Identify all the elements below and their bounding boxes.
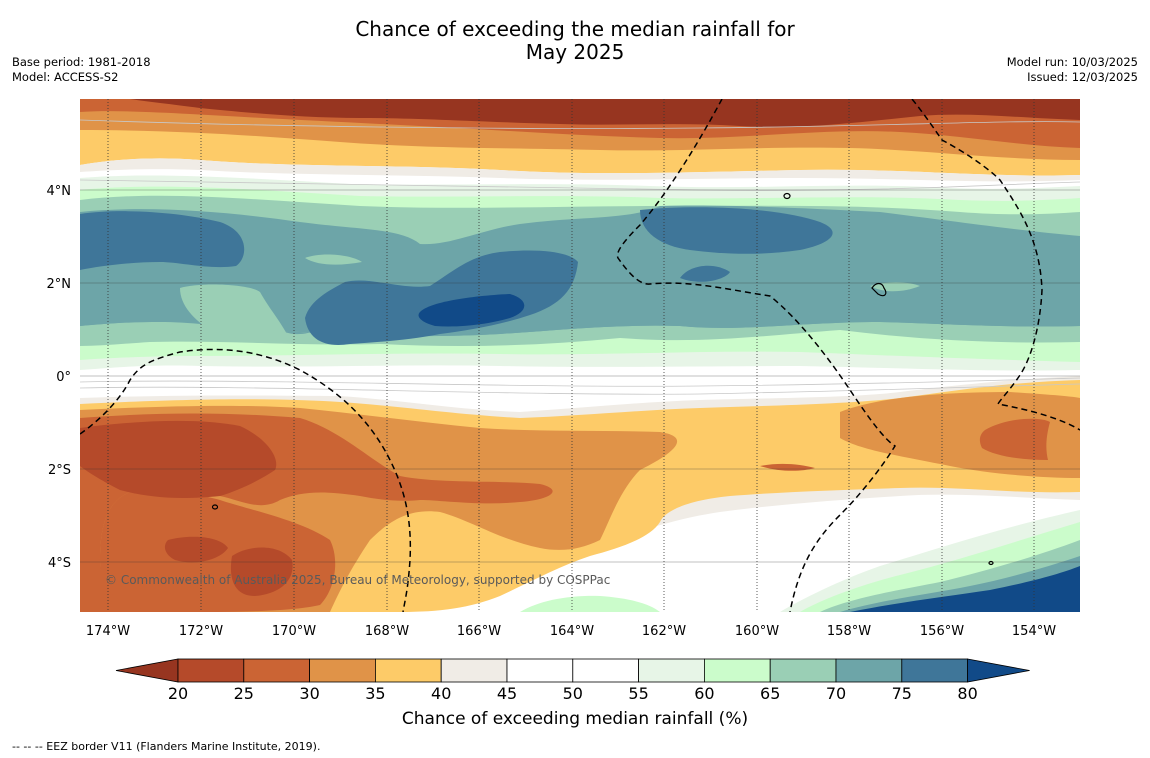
colorbar-tick-label: 30 — [299, 684, 319, 703]
s-60-65-patch — [520, 595, 660, 612]
colorbar-segment — [572, 658, 639, 683]
south-east-25-30 — [979, 418, 1050, 460]
patch-gt80 — [418, 294, 525, 327]
equator-neutral — [80, 370, 1080, 412]
patch-75-80-central — [305, 250, 578, 345]
meta-left: Base period: 1981-2018 Model: ACCESS-S2 — [12, 55, 151, 85]
lon-tick-label: 154°W — [1012, 624, 1056, 639]
colorbar-tick-label: 50 — [563, 684, 583, 703]
colorbar-title: Chance of exceeding median rainfall (%) — [401, 709, 749, 729]
colorbar-segment — [309, 658, 376, 683]
lon-tick-label: 156°W — [920, 624, 964, 639]
colorbar-segment — [638, 658, 705, 683]
lat-tick-label: 0° — [56, 370, 71, 385]
lon-tick-label: 170°W — [272, 624, 316, 639]
patch-75-80-east — [640, 207, 833, 254]
colorbar-tick-label: 40 — [431, 684, 451, 703]
lat-tick-label: 2°N — [47, 277, 72, 292]
colorbar-tick-label: 55 — [628, 684, 648, 703]
colorbar-tick-label: 70 — [826, 684, 846, 703]
colorbar-tick-label: 25 — [234, 684, 254, 703]
colorbar-segment — [177, 658, 245, 683]
colorbar-extend-low — [115, 658, 179, 683]
inclusion-65-70-a — [180, 284, 290, 341]
title-line-1: Chance of exceeding the median rainfall … — [355, 17, 795, 41]
issued-text: Issued: 12/03/2025 — [1027, 70, 1138, 84]
model-text: Model: ACCESS-S2 — [12, 70, 119, 84]
colorbar-segment — [901, 658, 968, 683]
north-transition — [80, 158, 1080, 182]
colorbar-tick-label: 20 — [168, 684, 188, 703]
colorbar-tick-label: 75 — [892, 684, 912, 703]
lon-tick-label: 160°W — [735, 624, 779, 639]
colorbar-tick-label: 35 — [365, 684, 385, 703]
colorbar-segment — [704, 658, 771, 683]
lat-tick-label: 2°S — [48, 463, 71, 478]
colorbar-extend-high — [967, 658, 1030, 683]
lon-tick-label: 166°W — [457, 624, 501, 639]
north-band-lt20 — [130, 99, 1080, 128]
longitude-axis: 174°W 172°W 170°W 168°W 166°W 164°W 162°… — [86, 624, 1056, 639]
se-gt80 — [850, 566, 1080, 612]
south-band-20-25-b — [230, 547, 293, 596]
lon-tick-label: 168°W — [365, 624, 409, 639]
colorbar-tick-label: 60 — [694, 684, 714, 703]
colorbar-segment — [506, 658, 574, 683]
chart-title: Chance of exceeding the median rainfall … — [0, 18, 1150, 64]
colorbar-segment — [769, 658, 837, 683]
south-band-20-25-west — [80, 420, 277, 498]
colorbar-segment — [374, 658, 442, 683]
copyright-text: © Commonwealth of Australia 2025, Bureau… — [105, 573, 611, 587]
eez-borders — [80, 99, 1080, 612]
lon-tick-label: 158°W — [827, 624, 871, 639]
colorbar: 20 25 30 35 40 45 50 55 60 65 70 75 80 — [115, 658, 1030, 703]
lat-tick-label: 4°S — [48, 556, 71, 571]
colorbar-tick-label: 45 — [497, 684, 517, 703]
colorbar-segment — [835, 658, 903, 683]
lon-tick-label: 162°W — [642, 624, 686, 639]
island-outlines — [211, 192, 994, 566]
inclusion-65-70-b — [305, 254, 362, 265]
patch-75-80-west — [80, 211, 245, 270]
latitude-axis: 4°N 2°N 0° 2°S 4°S — [47, 184, 72, 571]
title-line-2: May 2025 — [525, 40, 625, 64]
colorbar-segment — [243, 658, 311, 683]
meta-right: Model run: 10/03/2025 Issued: 12/03/2025 — [1007, 55, 1138, 85]
colorbar-segment — [440, 658, 508, 683]
lat-tick-label: 4°N — [47, 184, 72, 199]
lon-tick-label: 164°W — [550, 624, 594, 639]
colorbar-tick-label: 65 — [760, 684, 780, 703]
colorbar-tick-label: 80 — [957, 684, 977, 703]
lon-tick-label: 174°W — [86, 624, 130, 639]
lat-gridlines — [80, 189, 1080, 563]
patch-75-80-small — [680, 265, 730, 282]
south-band-20-25-a — [164, 536, 228, 563]
lon-tick-label: 172°W — [179, 624, 223, 639]
rainfall-map — [80, 99, 1080, 612]
base-period-text: Base period: 1981-2018 — [12, 55, 151, 69]
model-run-text: Model run: 10/03/2025 — [1006, 55, 1138, 69]
eez-footnote: -- -- -- EEZ border V11 (Flanders Marine… — [12, 740, 321, 753]
